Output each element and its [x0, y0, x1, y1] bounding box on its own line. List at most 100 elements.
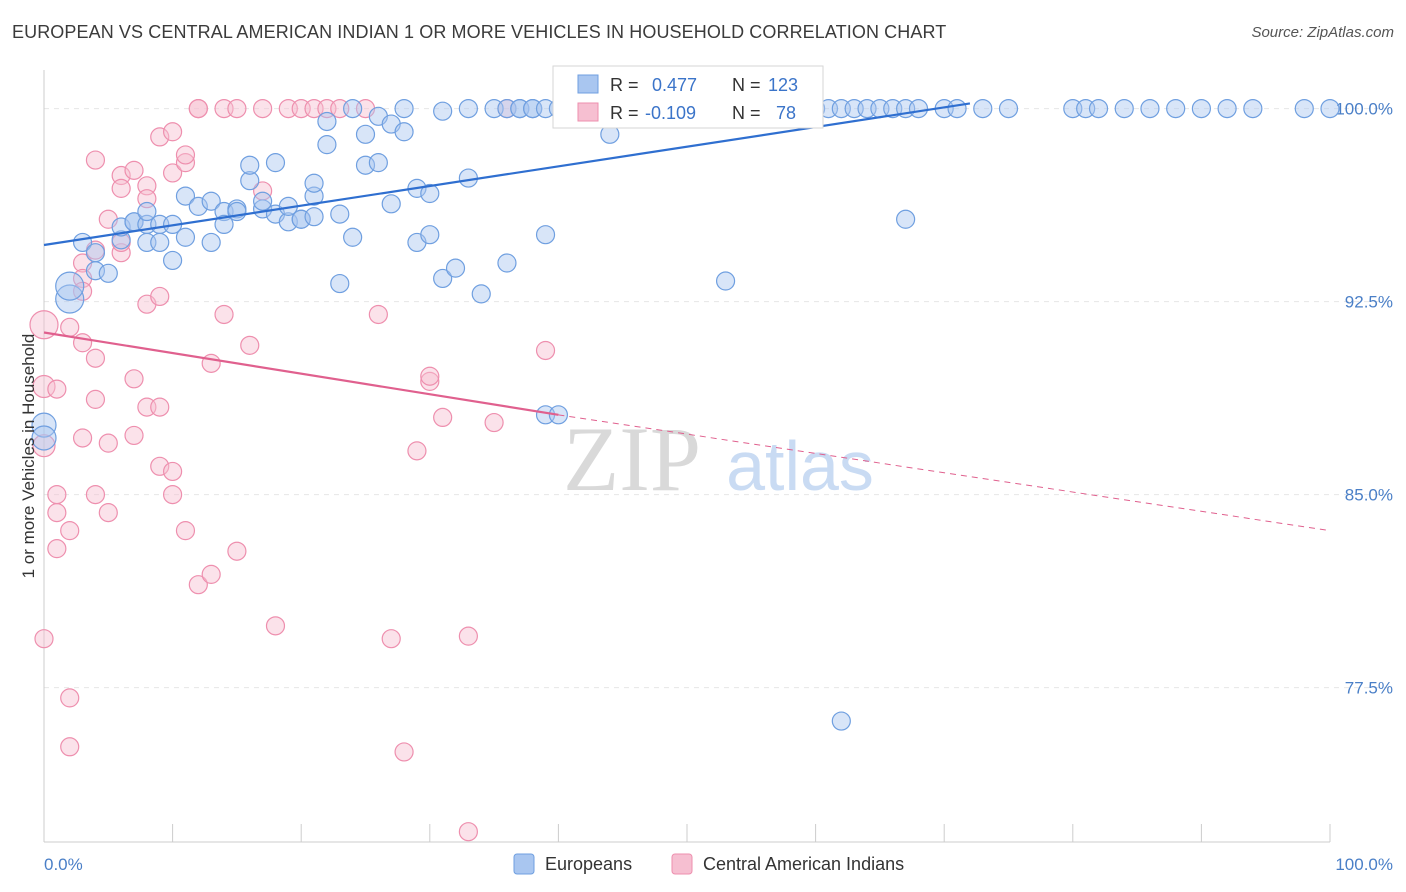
- source-note: Source: ZipAtlas.com: [1251, 24, 1394, 41]
- european-point: [433, 268, 453, 289]
- central-american-indian-point: [150, 286, 170, 307]
- european-point: [433, 101, 453, 121]
- legend-swatch-europeans: [513, 853, 535, 875]
- central-american-indian-point: [85, 485, 106, 505]
- central-american-indians-points: [29, 98, 556, 842]
- central-american-indian-point: [420, 371, 440, 391]
- european-point: [715, 271, 736, 291]
- europeans-trend-line: [43, 102, 971, 247]
- european-point: [317, 111, 337, 132]
- european-point: [330, 204, 350, 224]
- central-american-indian-point: [381, 629, 401, 649]
- central-american-indian-point: [175, 145, 196, 165]
- european-point: [420, 183, 440, 204]
- european-point: [535, 225, 556, 245]
- european-point: [85, 243, 106, 263]
- european-point: [1217, 98, 1237, 119]
- central-american-indians-trend-line: [43, 331, 559, 416]
- central-american-indian-point: [72, 428, 93, 448]
- european-point: [1243, 98, 1263, 119]
- central-american-indian-point: [150, 456, 170, 476]
- european-point: [1294, 98, 1314, 119]
- european-point: [381, 194, 401, 214]
- european-point: [1140, 98, 1160, 119]
- central-american-indian-point: [60, 688, 80, 708]
- central-american-indian-point: [458, 626, 478, 646]
- stats-r-value-pink: -0.109: [645, 103, 696, 123]
- european-point: [201, 232, 221, 253]
- central-american-indian-point: [47, 485, 67, 505]
- central-american-indian-point: [265, 616, 286, 636]
- central-american-indian-point: [60, 737, 80, 757]
- european-point: [368, 153, 388, 173]
- central-american-indian-point: [60, 521, 80, 541]
- european-point: [98, 263, 118, 283]
- watermark-zip: ZIP: [563, 408, 701, 510]
- y-tick-labels: 100.0% 92.5% 85.0% 77.5%: [1335, 100, 1393, 698]
- central-american-indian-point: [150, 397, 170, 417]
- european-point: [175, 227, 196, 247]
- european-point: [317, 135, 337, 155]
- chart-title: EUROPEAN VS CENTRAL AMERICAN INDIAN 1 OR…: [12, 22, 947, 42]
- central-american-indian-point: [535, 340, 556, 361]
- central-american-indian-point: [34, 629, 54, 649]
- european-point: [420, 225, 440, 245]
- central-american-indian-point: [72, 333, 93, 353]
- european-point: [214, 214, 234, 234]
- central-american-indian-point: [484, 412, 504, 433]
- european-point: [1088, 98, 1109, 119]
- european-point: [394, 98, 414, 119]
- central-american-indian-point: [32, 434, 56, 458]
- central-american-indian-point: [111, 178, 131, 198]
- central-american-indian-point: [214, 304, 234, 325]
- european-point: [908, 98, 929, 119]
- stats-swatch-blue: [577, 74, 599, 94]
- european-point: [188, 196, 208, 216]
- central-american-indian-point: [175, 153, 196, 173]
- central-american-indian-point: [124, 369, 144, 389]
- european-point: [201, 191, 221, 211]
- central-american-indian-point: [85, 150, 106, 170]
- central-american-indian-point: [394, 742, 414, 762]
- european-point: [394, 122, 414, 142]
- european-point: [240, 171, 260, 191]
- european-point: [973, 98, 993, 119]
- european-point: [227, 201, 247, 222]
- european-point: [343, 98, 363, 119]
- stats-n-label-blue: N =: [732, 75, 761, 95]
- central-american-indian-point: [420, 366, 440, 386]
- central-american-indian-point: [124, 425, 144, 446]
- european-point: [240, 155, 260, 175]
- european-point: [458, 98, 478, 119]
- central-american-indian-point: [201, 353, 221, 373]
- central-american-indian-point: [240, 335, 260, 355]
- european-point: [31, 412, 57, 438]
- central-american-indian-point: [458, 822, 478, 842]
- central-american-indian-point: [201, 564, 221, 584]
- european-point: [137, 201, 157, 222]
- y-tick-label: 92.5%: [1345, 293, 1393, 312]
- central-american-indian-point: [175, 521, 196, 541]
- central-american-indian-point: [163, 163, 183, 183]
- european-point: [445, 258, 466, 278]
- legend-label-central-american-indians: Central American Indians: [703, 854, 904, 874]
- european-point: [471, 284, 491, 304]
- european-point: [150, 232, 170, 253]
- european-point: [253, 199, 273, 219]
- legend-swatch-central-american-indians: [671, 853, 693, 875]
- central-american-indian-point: [32, 374, 56, 399]
- axes: [43, 70, 1331, 843]
- stats-r-label-blue: R =: [610, 75, 639, 95]
- european-point: [998, 98, 1019, 119]
- central-american-indian-point: [407, 441, 427, 461]
- central-american-indian-point: [253, 98, 273, 119]
- european-point: [1191, 98, 1212, 119]
- central-american-indian-point: [163, 461, 183, 482]
- central-american-indian-point: [188, 98, 208, 119]
- stats-n-label-pink: N =: [732, 103, 761, 123]
- central-american-indian-point: [227, 541, 247, 561]
- european-point: [31, 425, 57, 451]
- european-point: [175, 186, 196, 206]
- european-point: [1320, 98, 1340, 119]
- european-point: [304, 207, 324, 227]
